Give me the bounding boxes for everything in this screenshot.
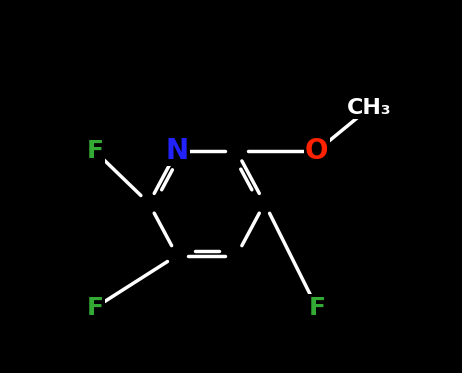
Text: O: O xyxy=(305,137,328,165)
Text: CH₃: CH₃ xyxy=(346,98,391,118)
Text: F: F xyxy=(86,139,103,163)
Text: N: N xyxy=(165,137,188,165)
Text: F: F xyxy=(86,296,103,320)
Text: F: F xyxy=(308,296,325,320)
